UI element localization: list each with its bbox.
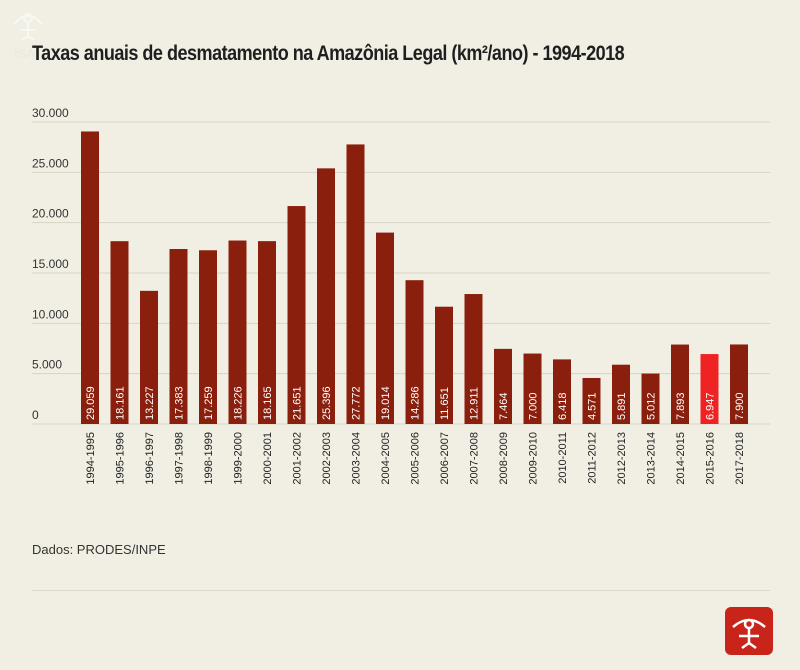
y-tick-label: 0 xyxy=(32,408,39,422)
bar xyxy=(346,144,365,424)
bar-value-label: 29.059 xyxy=(85,386,97,420)
x-tick-label: 2001-2002 xyxy=(292,432,304,485)
isa-watermark-icon: ISA xyxy=(8,4,56,61)
bar-value-label: 5.891 xyxy=(616,392,628,420)
divider xyxy=(32,590,770,591)
watermark-text: ISA xyxy=(14,46,35,61)
bar-value-label: 17.259 xyxy=(203,386,215,420)
bar-value-label: 6.418 xyxy=(557,392,569,420)
data-labels: 29.059 18.161 13.227 17.383 17.259 18.226 18.1… xyxy=(85,386,746,420)
bar-value-label: 17.383 xyxy=(174,386,186,420)
bar xyxy=(730,344,748,424)
x-tick-label: 2008-2009 xyxy=(498,432,510,485)
bar xyxy=(287,206,306,424)
x-tick-label: 2003-2004 xyxy=(351,432,363,485)
x-tick-label: 2017-2018 xyxy=(734,432,746,485)
bar xyxy=(317,168,335,424)
bar-value-label: 4.571 xyxy=(587,392,599,420)
bar xyxy=(671,344,689,424)
bar-chart: 0 5.000 10.000 15.000 20.000 25.000 30.000 29.… xyxy=(32,106,770,485)
x-tick-label: 1997-1998 xyxy=(174,432,186,485)
x-tick-label: 1999-2000 xyxy=(233,432,245,485)
x-tick-label: 1995-1996 xyxy=(115,432,127,485)
bar xyxy=(494,348,512,424)
x-tick-label: 2000-2001 xyxy=(262,432,274,485)
bar xyxy=(612,364,630,424)
bar xyxy=(140,290,158,424)
x-tick-label: 2006-2007 xyxy=(439,432,451,485)
x-tick-label: 1998-1999 xyxy=(203,432,215,485)
chart-title: Taxas anuais de desmatamento na Amazônia… xyxy=(32,42,625,65)
bar-value-label: 6.947 xyxy=(705,392,717,420)
y-axis-ticks: 0 5.000 10.000 15.000 20.000 25.000 30.000 xyxy=(32,106,69,422)
bar-value-label: 14.286 xyxy=(410,386,422,420)
x-axis-ticks: 1994-1995 1995-1996 1996-1997 1997-1998 1998… xyxy=(85,432,746,485)
bar xyxy=(110,241,129,424)
bar-value-label: 19.014 xyxy=(380,386,392,420)
bar-value-label: 7.464 xyxy=(498,392,510,420)
y-tick-label: 10.000 xyxy=(32,307,69,321)
x-tick-label: 2007-2008 xyxy=(469,432,481,485)
bar-value-label: 27.772 xyxy=(351,386,363,420)
bar xyxy=(199,250,217,424)
bar-value-label: 11.651 xyxy=(439,387,451,420)
x-tick-label: 1994-1995 xyxy=(85,432,97,485)
x-tick-label: 1996-1997 xyxy=(144,432,156,485)
x-tick-label: 2005-2006 xyxy=(410,432,422,485)
y-tick-label: 15.000 xyxy=(32,257,69,271)
bar xyxy=(81,131,99,425)
x-tick-label: 2011-2012 xyxy=(587,432,599,484)
bar-value-label: 25.396 xyxy=(321,386,333,420)
isa-logo-icon xyxy=(725,607,773,655)
x-tick-label: 2013-2014 xyxy=(646,432,658,485)
y-tick-label: 30.000 xyxy=(32,106,69,120)
bar-value-label: 18.226 xyxy=(233,386,245,420)
bar xyxy=(700,354,719,424)
bar xyxy=(641,373,660,424)
bars xyxy=(81,131,748,425)
bar-value-label: 18.161 xyxy=(115,386,127,420)
x-tick-label: 2004-2005 xyxy=(380,432,392,485)
bar xyxy=(553,359,571,424)
bar-value-label: 7.893 xyxy=(675,392,687,420)
bar xyxy=(376,232,394,424)
x-tick-label: 2015-2016 xyxy=(705,432,717,485)
y-tick-label: 20.000 xyxy=(32,207,69,221)
bar xyxy=(258,241,276,424)
y-tick-label: 5.000 xyxy=(32,358,62,372)
bar xyxy=(523,353,542,424)
x-tick-label: 2014-2015 xyxy=(675,432,687,485)
bar-value-label: 12.911 xyxy=(469,387,481,420)
bar xyxy=(582,377,601,424)
bar-value-label: 5.012 xyxy=(646,392,658,420)
x-tick-label: 2010-2011 xyxy=(557,432,569,484)
bar-value-label: 21.651 xyxy=(292,386,304,420)
x-tick-label: 2012-2013 xyxy=(616,432,628,485)
bar xyxy=(169,249,188,424)
bar-value-label: 18.165 xyxy=(262,386,274,420)
bar xyxy=(405,280,424,424)
source-note: Dados: PRODES/INPE xyxy=(32,542,166,557)
bar xyxy=(228,240,247,424)
x-tick-label: 2002-2003 xyxy=(321,432,333,485)
x-tick-label: 2009-2010 xyxy=(528,432,540,485)
bar-value-label: 13.227 xyxy=(144,386,156,420)
bar xyxy=(464,294,483,424)
bar-value-label: 7.900 xyxy=(734,392,746,420)
y-tick-label: 25.000 xyxy=(32,156,69,170)
bar xyxy=(435,306,453,424)
bar-value-label: 7.000 xyxy=(528,392,540,420)
